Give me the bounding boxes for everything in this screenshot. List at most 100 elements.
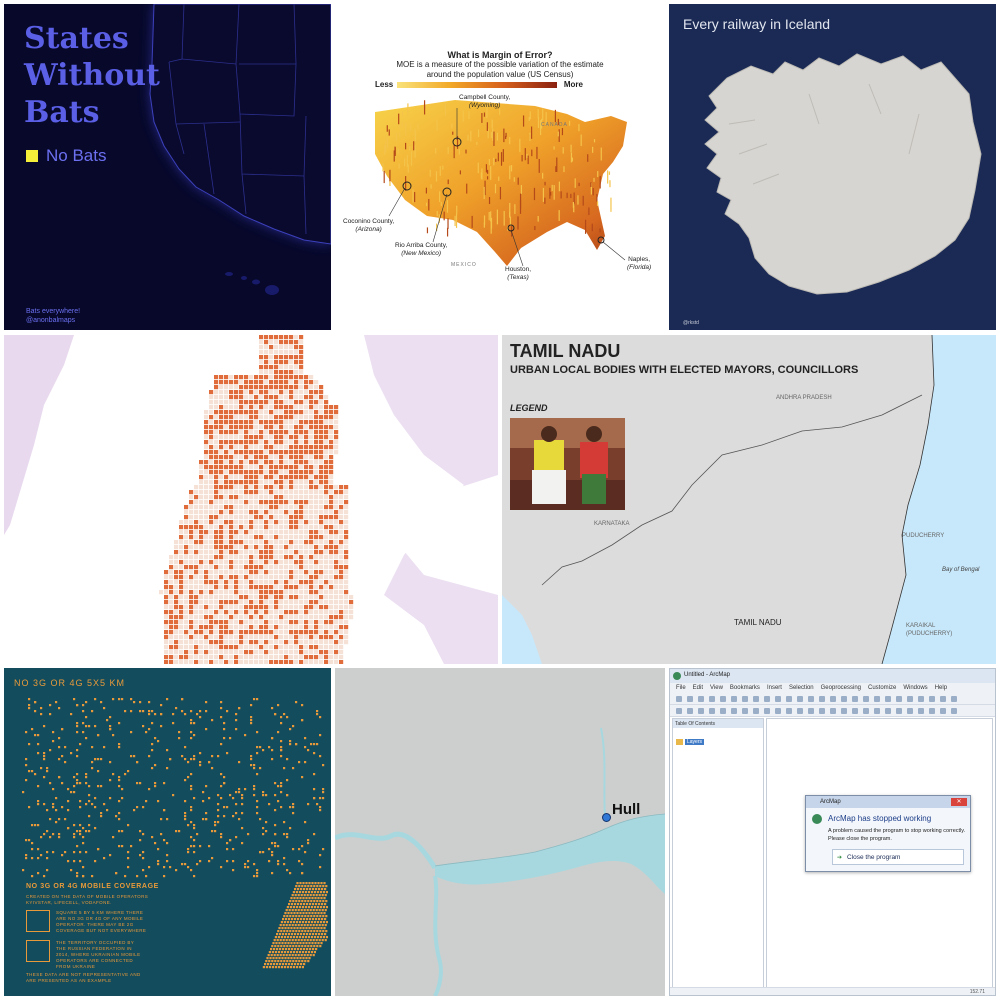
menu-edit[interactable]: Edit xyxy=(692,685,704,691)
menu-help[interactable]: Help xyxy=(934,685,948,691)
grid-cell xyxy=(319,440,324,445)
toolbar-button[interactable] xyxy=(698,708,704,714)
crimea-cell xyxy=(316,885,319,888)
toolbar-button[interactable] xyxy=(929,708,935,714)
toolbar-button[interactable] xyxy=(885,696,891,702)
state-border xyxy=(541,394,923,586)
toolbar-button[interactable] xyxy=(753,696,759,702)
toolbar-button[interactable] xyxy=(709,708,715,714)
hull-river-map: Hull xyxy=(335,668,665,996)
toolbar-button[interactable] xyxy=(830,696,836,702)
toolbar-button[interactable] xyxy=(907,708,913,714)
crimea-cell xyxy=(303,918,306,921)
grid-cell xyxy=(269,465,274,470)
coverage-cell xyxy=(250,764,253,767)
toolbar-button[interactable] xyxy=(797,696,803,702)
toolbar-button[interactable] xyxy=(896,708,902,714)
grid-cell xyxy=(224,500,229,505)
toolbar-button[interactable] xyxy=(841,696,847,702)
grid-cell xyxy=(164,600,169,605)
toolbar-button[interactable] xyxy=(698,696,704,702)
toolbar-button[interactable] xyxy=(808,696,814,702)
toolbar-button[interactable] xyxy=(874,708,880,714)
grid-cell xyxy=(314,595,319,600)
toolbar-button[interactable] xyxy=(775,708,781,714)
toolbar-button[interactable] xyxy=(742,708,748,714)
toolbar-button[interactable] xyxy=(753,708,759,714)
toolbar-button[interactable] xyxy=(709,696,715,702)
menu-view[interactable]: View xyxy=(710,685,723,691)
close-program-button[interactable]: ➔ Close the program xyxy=(832,849,964,865)
toolbar-button[interactable] xyxy=(676,708,682,714)
crimea-cell xyxy=(286,936,289,939)
grid-cell xyxy=(174,635,179,640)
menu-bookmarks[interactable]: Bookmarks xyxy=(729,685,760,691)
toolbar-button[interactable] xyxy=(808,708,814,714)
legend-heading: LEGEND xyxy=(510,403,548,413)
grid-cell xyxy=(204,650,209,655)
menu-selection[interactable]: Selection xyxy=(788,685,814,691)
menu-insert[interactable]: Insert xyxy=(766,685,782,691)
toolbar-button[interactable] xyxy=(852,696,858,702)
grid-cell xyxy=(294,400,299,405)
menu-geoprocessing[interactable]: Geoprocessing xyxy=(820,685,861,691)
grid-cell xyxy=(234,500,239,505)
callout-name: Rio Arriba County, xyxy=(395,242,448,249)
grid-cell xyxy=(249,385,254,390)
toolbar-button[interactable] xyxy=(896,696,902,702)
toolbar-button[interactable] xyxy=(852,708,858,714)
toolbar-button[interactable] xyxy=(742,696,748,702)
toolbar-button[interactable] xyxy=(907,696,913,702)
crimea-cell xyxy=(301,930,304,933)
toolbar-button[interactable] xyxy=(676,696,682,702)
toolbar-button[interactable] xyxy=(830,708,836,714)
crimea-cell xyxy=(273,963,276,966)
toolbar-button[interactable] xyxy=(929,696,935,702)
toolbar-button[interactable] xyxy=(874,696,880,702)
toc-layer-item[interactable]: Layers xyxy=(685,739,705,745)
menu-customize[interactable]: Customize xyxy=(868,685,897,691)
grid-cell xyxy=(214,435,219,440)
coverage-cell xyxy=(82,875,85,878)
toolbar-button[interactable] xyxy=(786,696,792,702)
coverage-cell xyxy=(313,752,316,755)
menu-file[interactable]: File xyxy=(676,685,686,691)
toolbar-button[interactable] xyxy=(841,708,847,714)
toolbar-button[interactable] xyxy=(764,696,770,702)
toolbar-button[interactable] xyxy=(786,708,792,714)
grid-cell xyxy=(214,475,219,480)
toolbar-button[interactable] xyxy=(731,708,737,714)
grid-cell xyxy=(324,395,329,400)
toolbar-button[interactable] xyxy=(775,696,781,702)
toolbar-button[interactable] xyxy=(687,696,693,702)
coverage-cell xyxy=(298,848,301,851)
coverage-cell xyxy=(25,857,28,860)
toolbar-button[interactable] xyxy=(940,696,946,702)
toolbar-button[interactable] xyxy=(918,708,924,714)
toolbar-button[interactable] xyxy=(863,696,869,702)
toolbar-button[interactable] xyxy=(885,708,891,714)
toolbar-button[interactable] xyxy=(819,708,825,714)
toolbar-button[interactable] xyxy=(720,708,726,714)
toolbar-button[interactable] xyxy=(720,696,726,702)
menu-windows[interactable]: Windows xyxy=(903,685,928,691)
grid-cell xyxy=(244,470,249,475)
hull-marker[interactable] xyxy=(602,813,611,822)
toolbar-button[interactable] xyxy=(764,708,770,714)
dialog-close-button[interactable]: ✕ xyxy=(951,798,967,806)
toolbar-button[interactable] xyxy=(940,708,946,714)
toolbar-button[interactable] xyxy=(951,696,957,702)
toolbar-button[interactable] xyxy=(731,696,737,702)
coverage-cell xyxy=(226,848,229,851)
toolbar-button[interactable] xyxy=(819,696,825,702)
grid-cell xyxy=(219,405,224,410)
toolbar-button[interactable] xyxy=(918,696,924,702)
toolbar-button[interactable] xyxy=(863,708,869,714)
grid-cell xyxy=(299,625,304,630)
toolbar-button[interactable] xyxy=(797,708,803,714)
toolbar-button[interactable] xyxy=(951,708,957,714)
coverage-cell xyxy=(193,755,196,758)
toolbar-button[interactable] xyxy=(687,708,693,714)
coverage-cell xyxy=(253,788,256,791)
grid-cell xyxy=(274,470,279,475)
